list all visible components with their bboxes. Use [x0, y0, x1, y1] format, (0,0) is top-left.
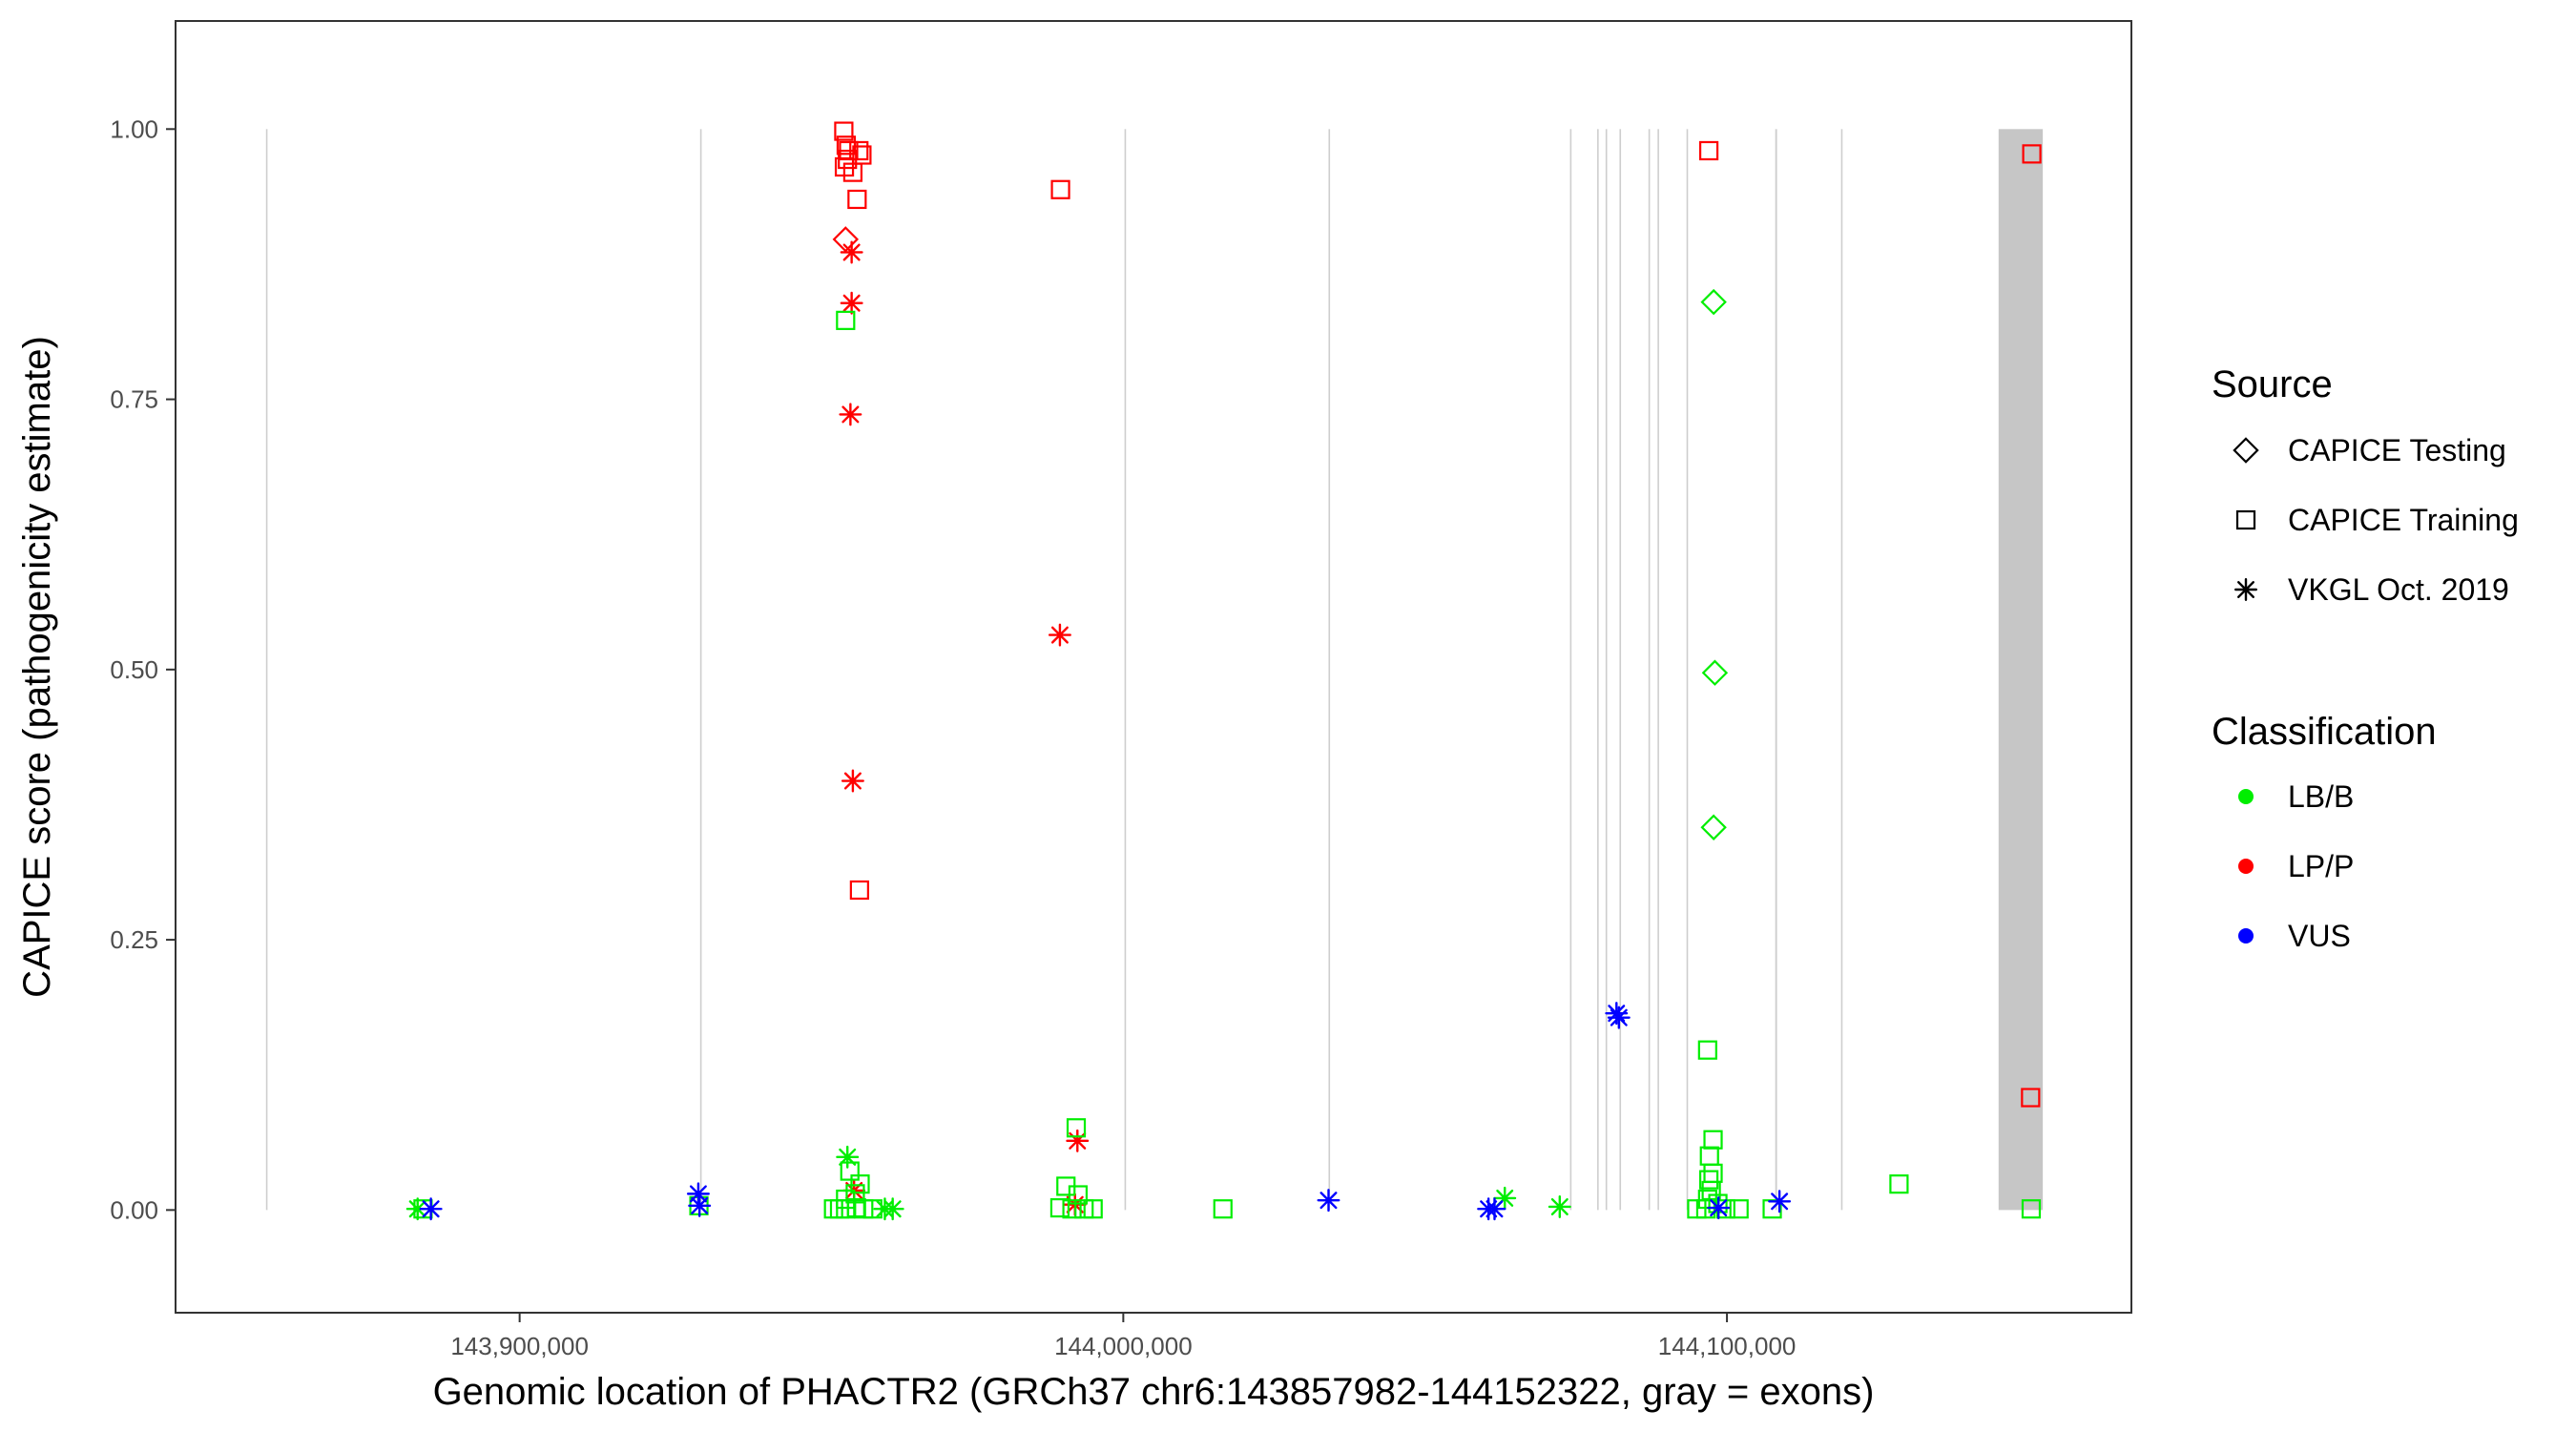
data-point — [1050, 179, 1070, 199]
exon-band — [1597, 129, 1599, 1211]
legend: Source CAPICE Testing CAPICE Training VKGL … — [2212, 363, 2519, 953]
data-point — [841, 769, 864, 793]
legend-label: VUS — [2288, 919, 2351, 953]
y-tick-label: 0.50 — [110, 655, 158, 684]
legend-label: CAPICE Training — [2288, 503, 2519, 537]
legend-label: CAPICE Testing — [2288, 433, 2506, 467]
exon-band — [1686, 129, 1689, 1211]
data-point — [840, 1161, 860, 1181]
data-point — [419, 1197, 443, 1221]
data-point — [1889, 1174, 1909, 1194]
data-point — [840, 291, 863, 315]
data-point — [839, 403, 862, 426]
exon-band — [1605, 129, 1608, 1211]
exon-band — [1657, 129, 1659, 1211]
data-point — [1049, 1197, 1070, 1218]
data-point — [1607, 1006, 1631, 1029]
exon-band — [1619, 129, 1622, 1211]
x-tick-label: 143,900,000 — [450, 1332, 589, 1360]
legend-key-color — [2238, 789, 2254, 804]
data-point — [836, 135, 857, 156]
legend-title-source: Source — [2212, 363, 2333, 405]
data-point — [1066, 1118, 1087, 1138]
x-axis-title: Genomic location of PHACTR2 (GRCh37 chr6… — [433, 1371, 1875, 1413]
legend-key-asterisk — [2234, 578, 2257, 601]
data-point — [1697, 1040, 1717, 1060]
data-point — [1698, 140, 1719, 161]
data-point — [1698, 1170, 1719, 1190]
legend-label: VKGL Oct. 2019 — [2288, 572, 2509, 607]
data-point — [405, 1197, 429, 1221]
exon-band-layer — [265, 129, 2044, 1211]
data-point — [1707, 1196, 1731, 1220]
data-point — [849, 140, 869, 161]
legend-key-square — [2235, 509, 2256, 530]
data-point — [1768, 1190, 1792, 1213]
data-point — [688, 1193, 712, 1217]
y-axis-title: CAPICE score (pathogenicity estimate) — [16, 336, 58, 998]
y-tick-label: 0.75 — [110, 385, 158, 414]
data-point — [1548, 1194, 1571, 1218]
data-point — [881, 1197, 904, 1221]
exon-band — [1998, 129, 2044, 1211]
data-point — [1048, 623, 1071, 647]
data-point — [1062, 1199, 1082, 1219]
x-tick-label: 144,000,000 — [1054, 1332, 1193, 1360]
y-tick-label: 1.00 — [110, 114, 158, 143]
data-point — [2021, 1199, 2042, 1219]
data-point — [1701, 659, 1729, 686]
exon-band — [1775, 129, 1777, 1211]
data-point — [836, 1145, 860, 1169]
exon-band — [1328, 129, 1331, 1211]
data-point — [1493, 1186, 1517, 1210]
exon-band — [265, 129, 268, 1211]
data-point — [849, 880, 869, 901]
legend-key-color — [2238, 928, 2254, 944]
data-point — [1483, 1197, 1506, 1221]
data-point — [1213, 1199, 1233, 1219]
data-point — [832, 226, 860, 253]
legend-title-classification: Classification — [2212, 711, 2437, 753]
legend-key-color — [2238, 859, 2254, 874]
data-point — [2022, 144, 2042, 164]
plot-panel-border — [175, 20, 2132, 1314]
exon-band — [699, 129, 702, 1211]
data-point — [836, 310, 856, 330]
data-point — [2021, 1088, 2041, 1108]
data-point — [852, 145, 872, 165]
data-point — [1700, 288, 1727, 316]
exon-band — [1648, 129, 1651, 1211]
y-tick-label: 0.00 — [110, 1195, 158, 1224]
legend-key-diamond — [2233, 437, 2259, 464]
exon-band — [1840, 129, 1843, 1211]
data-point — [834, 121, 854, 141]
x-tick-label: 144,100,000 — [1658, 1332, 1797, 1360]
data-point — [850, 1174, 870, 1194]
data-point — [1729, 1199, 1749, 1219]
data-point — [686, 1182, 710, 1206]
data-point — [840, 240, 863, 264]
legend-label: LP/P — [2288, 849, 2354, 883]
legend-label: LB/B — [2288, 779, 2354, 814]
data-point — [1083, 1199, 1103, 1219]
data-point — [1068, 1185, 1089, 1205]
data-point — [1700, 814, 1727, 840]
y-tick-label: 0.25 — [110, 925, 158, 954]
axes: 0.00 0.25 0.50 0.75 1.00 143,900,000 144,000,0… — [110, 114, 1796, 1360]
data-point-layer — [405, 121, 2042, 1221]
exon-band — [1124, 129, 1127, 1211]
data-point — [1605, 1002, 1629, 1026]
data-point — [1066, 1129, 1090, 1152]
data-point — [1317, 1189, 1340, 1213]
data-point — [847, 189, 867, 210]
exon-band — [1569, 129, 1572, 1211]
